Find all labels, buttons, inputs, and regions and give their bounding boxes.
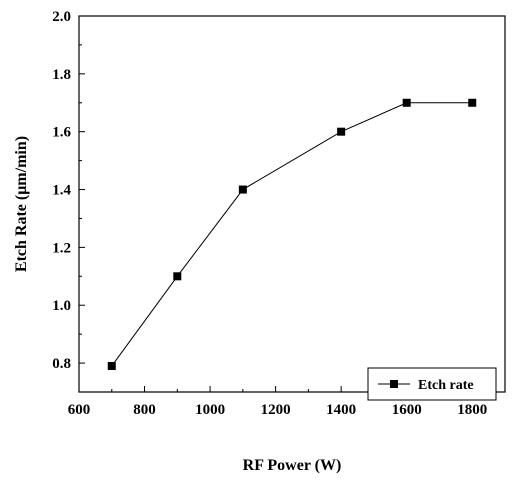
x-tick-label: 600 <box>68 402 91 418</box>
y-axis-ticks: 0.8 1.0 1.2 1.4 1.6 1.8 2.0 <box>52 9 85 372</box>
y-tick-label: 1.0 <box>52 298 71 314</box>
x-tick-label: 1800 <box>457 402 487 418</box>
data-point <box>337 127 346 136</box>
data-point <box>468 98 477 107</box>
data-point <box>173 272 182 281</box>
x-tick-label: 1400 <box>326 402 356 418</box>
legend-label: Etch rate <box>418 378 474 393</box>
series-line-etch-rate <box>111 102 473 367</box>
y-tick-label: 0.8 <box>52 356 71 372</box>
y-tick-label: 1.6 <box>52 125 71 141</box>
y-axis-title: Etch Rate (μm/min) <box>13 136 30 272</box>
y-tick-label: 1.4 <box>52 183 71 199</box>
x-tick-label: 1200 <box>261 402 291 418</box>
x-tick-label: 1000 <box>195 402 225 418</box>
x-axis-title: RF Power (W) <box>243 457 342 474</box>
y-tick-label: 1.8 <box>52 67 71 83</box>
y-tick-label: 2.0 <box>52 9 71 25</box>
data-point <box>107 361 116 370</box>
y-tick-label: 1.2 <box>52 240 71 256</box>
legend-marker-square <box>390 380 398 388</box>
series-layer <box>107 98 477 370</box>
legend: Etch rate <box>367 367 497 401</box>
x-tick-label: 800 <box>133 402 156 418</box>
data-point <box>402 98 411 107</box>
x-tick-label: 1600 <box>392 402 422 418</box>
data-point <box>238 185 247 194</box>
plot-frame <box>78 15 506 393</box>
